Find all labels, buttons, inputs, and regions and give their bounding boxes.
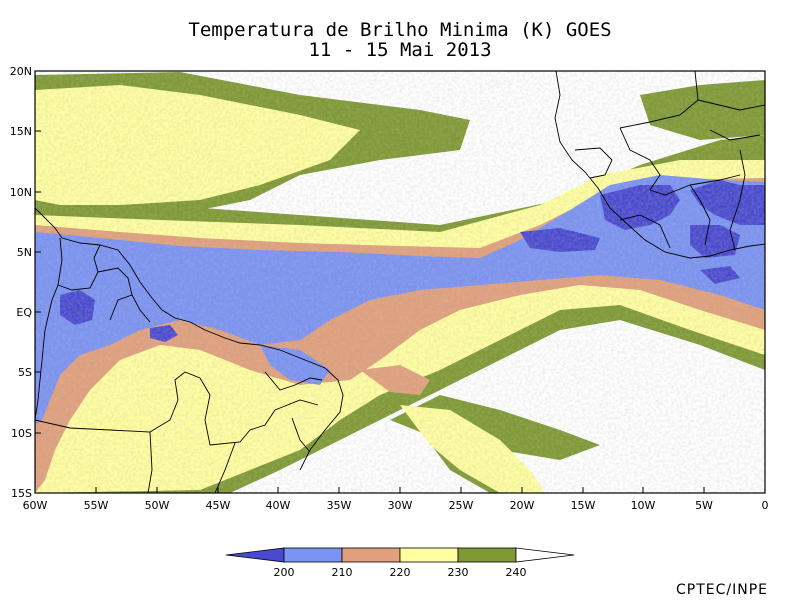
lat-label: 5N (17, 246, 32, 259)
colorbar-label: 220 (390, 566, 411, 579)
lat-label: 5S (18, 366, 32, 379)
colorbar-swatch-200 (225, 547, 285, 563)
lon-label: 0 (762, 499, 769, 512)
cloud-speckle-texture (35, 71, 765, 493)
lon-label: 50W (145, 499, 170, 512)
colorbar-label: 200 (274, 566, 295, 579)
lon-label: 5W (695, 499, 713, 512)
lat-label: EQ (16, 306, 32, 319)
lon-label: 40W (266, 499, 291, 512)
colorbar-swatch-above (515, 547, 575, 563)
colorbar (225, 547, 575, 563)
longitude-labels: 60W 55W 50W 45W 40W 35W 30W 25W 20W 15W … (23, 499, 769, 512)
lat-label: 20N (10, 65, 32, 78)
credit-text: CPTEC/INPE (676, 582, 768, 598)
colorbar-label: 210 (332, 566, 353, 579)
colorbar-label: 240 (506, 566, 527, 579)
lat-label: 15N (10, 125, 32, 138)
lat-label: 10N (10, 186, 32, 199)
lon-label: 25W (449, 499, 474, 512)
lon-label: 15W (571, 499, 596, 512)
colorbar-swatch-240 (457, 547, 517, 563)
map-date-range: 11 - 15 Mai 2013 (308, 39, 492, 61)
lon-label: 20W (510, 499, 535, 512)
lon-label: 60W (23, 499, 48, 512)
lon-label: 30W (388, 499, 413, 512)
colorbar-swatch-210 (283, 547, 343, 563)
lon-label: 45W (206, 499, 231, 512)
lat-label: 10S (11, 427, 32, 440)
map-title: Temperatura de Brilho Minima (K) GOES (188, 19, 612, 41)
temperature-field (35, 71, 765, 493)
coastlines-and-borders (35, 71, 765, 493)
colorbar-swatch-220 (341, 547, 401, 563)
lon-label: 35W (327, 499, 352, 512)
lat-label: 15S (11, 487, 32, 500)
latitude-labels: 20N 15N 10N 5N EQ 5S 10S 15S (10, 65, 33, 500)
lon-label: 10W (631, 499, 656, 512)
axis-ticks (35, 70, 705, 494)
colorbar-labels: 200 210 220 230 240 (274, 566, 527, 579)
lon-label: 55W (84, 499, 109, 512)
colorbar-label: 230 (448, 566, 469, 579)
colorbar-swatch-230 (399, 547, 459, 563)
